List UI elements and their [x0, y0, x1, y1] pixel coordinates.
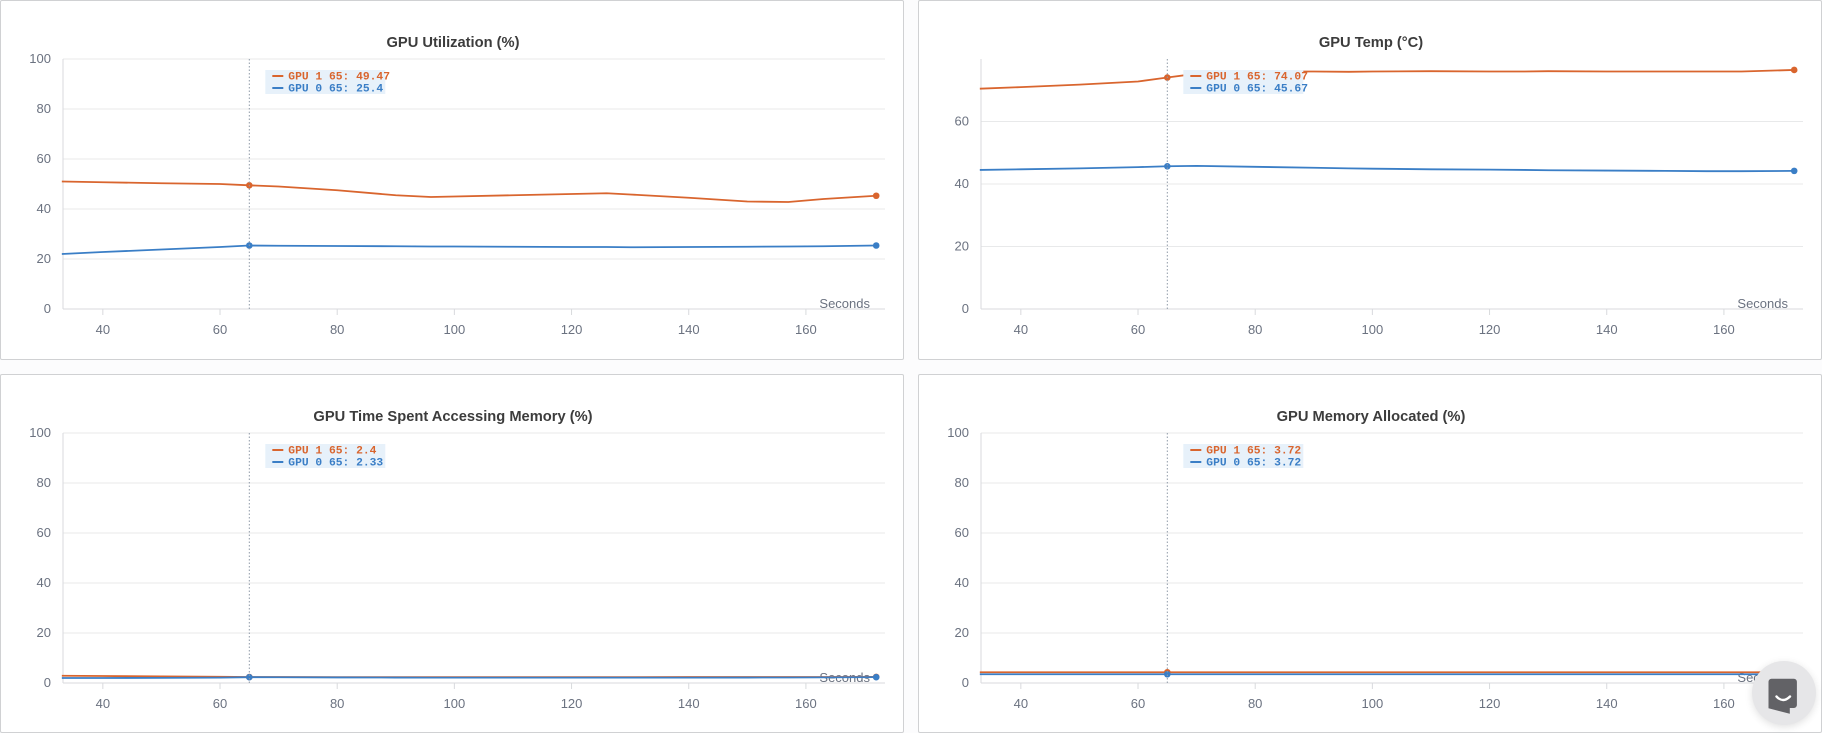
svg-text:80: 80	[1248, 322, 1262, 337]
svg-text:140: 140	[1596, 696, 1618, 711]
svg-text:GPU 0 65: 3.72: GPU 0 65: 3.72	[1206, 457, 1301, 469]
svg-text:40: 40	[37, 575, 51, 590]
svg-text:GPU 1 65: 2.4: GPU 1 65: 2.4	[288, 445, 376, 457]
svg-text:40: 40	[96, 322, 110, 337]
svg-text:40: 40	[96, 696, 110, 711]
svg-text:20: 20	[37, 625, 51, 640]
svg-text:GPU 1 65: 3.72: GPU 1 65: 3.72	[1206, 445, 1301, 457]
svg-text:0: 0	[44, 301, 51, 316]
svg-text:20: 20	[955, 239, 969, 254]
svg-text:GPU Memory Allocated (%): GPU Memory Allocated (%)	[1277, 409, 1466, 425]
svg-text:40: 40	[955, 176, 969, 191]
svg-text:GPU Utilization (%): GPU Utilization (%)	[387, 35, 520, 51]
svg-text:40: 40	[955, 575, 969, 590]
svg-text:60: 60	[955, 525, 969, 540]
svg-text:60: 60	[213, 322, 227, 337]
svg-text:120: 120	[1479, 322, 1501, 337]
svg-text:0: 0	[962, 675, 969, 690]
svg-text:60: 60	[37, 525, 51, 540]
svg-text:40: 40	[1014, 322, 1028, 337]
svg-text:40: 40	[37, 201, 51, 216]
svg-text:60: 60	[1131, 696, 1145, 711]
svg-text:GPU 0 65: 2.33: GPU 0 65: 2.33	[288, 457, 383, 469]
svg-text:100: 100	[29, 51, 51, 66]
svg-text:80: 80	[37, 101, 51, 116]
svg-text:80: 80	[330, 322, 344, 337]
svg-text:0: 0	[44, 675, 51, 690]
svg-text:Seconds: Seconds	[819, 296, 870, 311]
svg-text:20: 20	[955, 625, 969, 640]
svg-text:40: 40	[1014, 696, 1028, 711]
svg-text:60: 60	[37, 151, 51, 166]
svg-text:GPU Temp (°C): GPU Temp (°C)	[1319, 35, 1423, 51]
svg-text:160: 160	[795, 322, 817, 337]
svg-text:100: 100	[947, 425, 969, 440]
svg-text:120: 120	[561, 322, 583, 337]
svg-text:0: 0	[962, 301, 969, 316]
svg-text:80: 80	[955, 475, 969, 490]
svg-text:120: 120	[561, 696, 583, 711]
svg-text:100: 100	[444, 696, 466, 711]
svg-text:GPU Time Spent Accessing Memor: GPU Time Spent Accessing Memory (%)	[313, 409, 592, 425]
svg-text:GPU 1 65: 74.07: GPU 1 65: 74.07	[1206, 72, 1308, 84]
svg-text:60: 60	[213, 696, 227, 711]
svg-text:100: 100	[444, 322, 466, 337]
svg-text:160: 160	[795, 696, 817, 711]
svg-text:140: 140	[678, 322, 700, 337]
svg-text:100: 100	[1362, 322, 1384, 337]
svg-text:160: 160	[1713, 696, 1735, 711]
svg-text:140: 140	[678, 696, 700, 711]
svg-text:GPU 0 65: 25.4: GPU 0 65: 25.4	[288, 84, 383, 96]
svg-text:GPU 1 65: 49.47: GPU 1 65: 49.47	[288, 72, 390, 84]
svg-text:80: 80	[37, 475, 51, 490]
svg-text:80: 80	[330, 696, 344, 711]
svg-text:GPU 0 65: 45.67: GPU 0 65: 45.67	[1206, 84, 1308, 96]
svg-text:80: 80	[1248, 696, 1262, 711]
svg-text:100: 100	[29, 425, 51, 440]
svg-text:60: 60	[955, 114, 969, 129]
svg-text:20: 20	[37, 251, 51, 266]
svg-text:140: 140	[1596, 322, 1618, 337]
svg-text:100: 100	[1362, 696, 1384, 711]
svg-text:120: 120	[1479, 696, 1501, 711]
svg-text:160: 160	[1713, 322, 1735, 337]
svg-text:60: 60	[1131, 322, 1145, 337]
svg-text:Seconds: Seconds	[1737, 296, 1788, 311]
